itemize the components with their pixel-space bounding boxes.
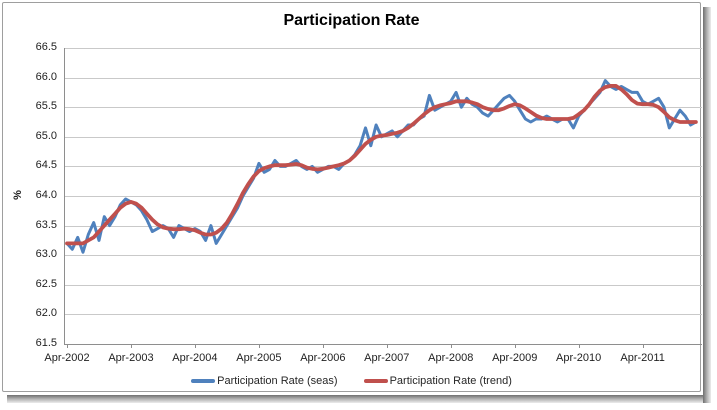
x-tick-label: Apr-2010 [556, 352, 602, 364]
y-tick-label: 63.0 [35, 248, 57, 261]
trend-line-swatch [363, 379, 388, 383]
drop-shadow-bottom [7, 395, 711, 403]
y-tick-label: 66.0 [35, 70, 57, 83]
y-tick-label: 62.5 [35, 277, 57, 290]
seas-line-swatch [191, 379, 216, 383]
legend-item-seas: Participation Rate (seas) [191, 375, 338, 387]
y-axis-title: % [11, 190, 24, 200]
x-tick-label: Apr-2006 [300, 352, 346, 364]
y-tick-label: 61.5 [35, 337, 57, 349]
x-tick-label: Apr-2004 [172, 352, 218, 364]
chart-container: Participation Rate 66.5 66.0 65.5 65.0 64.5 6… [2, 2, 702, 392]
x-tick-label: Apr-2003 [108, 352, 154, 364]
y-tick-label: 64.5 [35, 159, 57, 172]
x-tick-label: Apr-2011 [620, 352, 665, 364]
x-tick-label: Apr-2007 [364, 352, 410, 364]
x-tick-label: Apr-2008 [428, 352, 474, 364]
drop-shadow-right [703, 7, 711, 403]
y-tick-label: 66.5 [35, 41, 57, 53]
y-tick-label: 64.0 [35, 189, 57, 201]
y-tick-label: 62.0 [35, 307, 57, 320]
legend-label-trend: Participation Rate (trend) [389, 375, 512, 387]
legend-item-trend: Participation Rate (trend) [363, 375, 512, 387]
plot-area [64, 48, 702, 348]
legend: Participation Rate (seas) Participation … [3, 375, 700, 387]
x-tick-label: Apr-2002 [44, 352, 90, 364]
y-tick-label: 63.5 [35, 218, 57, 231]
y-tick-label: 65.5 [35, 100, 57, 113]
x-tick-label: Apr-2009 [492, 352, 538, 364]
chart-title: Participation Rate [283, 12, 420, 29]
trend-series-line [65, 84, 698, 246]
legend-label-seas: Participation Rate (seas) [217, 375, 338, 387]
x-tick-label: Apr-2005 [236, 352, 282, 364]
y-tick-label: 65.0 [35, 129, 57, 142]
